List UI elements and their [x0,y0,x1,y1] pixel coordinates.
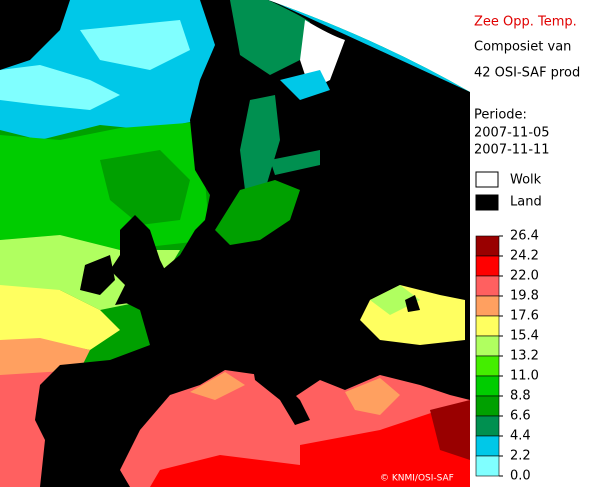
land [35,0,470,487]
legend-swatch [475,171,499,188]
legend-label: Wolk [510,173,542,188]
scale-label: 8.8 [510,389,531,404]
title: Zee Opp. Temp. [474,15,577,30]
sea [190,372,245,400]
scale-bin [475,455,500,477]
sea [345,378,400,415]
scale-bin [475,435,500,457]
scale-label: 26.4 [510,229,539,244]
scale-bin [475,355,500,377]
sea [370,285,420,315]
legend-label: Land [510,195,542,210]
scale-bin [475,415,500,437]
legend-swatch [475,194,499,211]
scale-label: 19.8 [510,289,539,304]
date: 2007-11-05 [474,126,550,141]
sea-temperature-map [0,0,470,487]
sea [230,0,310,75]
scale-label: 4.4 [510,429,531,444]
period-label: Periode: [474,108,527,123]
credit: © KNMI/OSI-SAF [380,474,454,484]
scale-label: 0.0 [510,469,531,484]
land [250,350,310,425]
scale-label: 17.6 [510,309,539,324]
scale-label: 24.2 [510,249,539,264]
scale-bin [475,255,500,277]
scale-bin [475,395,500,417]
subtitle: 42 OSI-SAF prod [474,66,580,81]
land [0,0,70,70]
sea [0,285,120,350]
sea [270,150,320,175]
scale-bin [475,375,500,397]
scale-label: 13.2 [510,349,539,364]
sea [280,70,330,100]
scale-label: 2.2 [510,449,531,464]
color-scale: 26.4 24.2 22.0 19.8 17.6 15.4 13.2 11.0 8.8 6.6 4.… [475,229,539,484]
scale-label: 22.0 [510,269,539,284]
sea [0,65,120,110]
scale-label: 11.0 [510,369,539,384]
sea [300,410,470,487]
scale-label: 15.4 [510,329,539,344]
sea [240,95,280,190]
land [405,295,420,312]
sea [215,180,300,245]
subtitle: Composiet van [474,40,571,55]
scale-bin [475,315,500,337]
land [80,255,115,295]
scale-bin [475,275,500,297]
scale-bin [475,335,500,357]
scale-label: 6.6 [510,409,531,424]
sea [150,455,300,487]
sea [80,20,190,70]
sea [430,400,470,460]
land [110,215,170,305]
date: 2007-11-11 [474,143,550,158]
scale-bin [475,235,500,257]
sea [100,150,190,225]
scale-bin [475,295,500,317]
